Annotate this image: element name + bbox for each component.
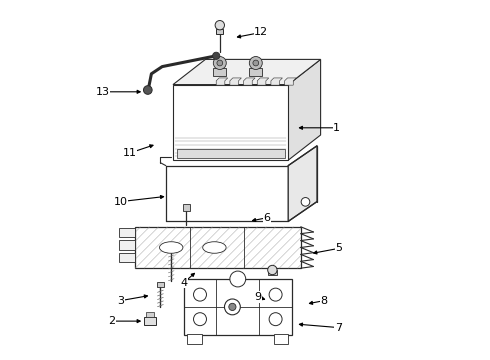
Polygon shape [271,78,282,85]
Circle shape [230,271,245,287]
Polygon shape [285,78,296,85]
Polygon shape [244,78,255,85]
Polygon shape [216,78,228,85]
Bar [135,227,301,268]
Circle shape [217,60,222,66]
Bar [249,68,262,76]
Bar [119,253,135,262]
Circle shape [194,288,206,301]
Bar [173,85,288,160]
Circle shape [194,313,206,326]
Bar [119,240,135,249]
Text: 13: 13 [96,87,110,97]
Bar [119,228,135,237]
Text: 2: 2 [108,316,115,326]
Text: 5: 5 [335,243,342,253]
Text: 6: 6 [263,213,270,223]
Circle shape [269,313,282,326]
Bar [146,312,154,317]
Circle shape [301,198,310,206]
Bar [274,334,288,344]
Circle shape [144,86,152,94]
Polygon shape [257,78,269,85]
Circle shape [213,52,220,59]
Bar [176,149,285,158]
Bar [187,334,202,344]
Bar [157,282,164,287]
Circle shape [268,265,277,275]
Polygon shape [288,146,317,221]
Circle shape [249,57,262,69]
Bar [268,270,277,275]
Polygon shape [288,59,320,160]
Text: 8: 8 [320,296,328,306]
Circle shape [213,57,226,69]
Text: 11: 11 [123,148,137,158]
Bar [144,317,156,325]
Bar [184,279,292,335]
Ellipse shape [160,242,183,253]
Text: 12: 12 [254,27,268,37]
Text: 1: 1 [333,123,340,133]
Bar [213,68,226,76]
Circle shape [229,303,236,310]
Text: 7: 7 [335,323,342,333]
Text: 10: 10 [114,197,128,207]
Circle shape [224,299,240,315]
Polygon shape [173,59,320,85]
Polygon shape [230,78,242,85]
Text: 3: 3 [117,296,124,306]
Circle shape [253,60,259,66]
Text: 4: 4 [180,278,187,288]
Circle shape [269,288,282,301]
Circle shape [215,21,224,30]
Bar [183,204,190,211]
Bar [216,29,223,34]
Text: 9: 9 [254,292,261,302]
Ellipse shape [203,242,226,253]
